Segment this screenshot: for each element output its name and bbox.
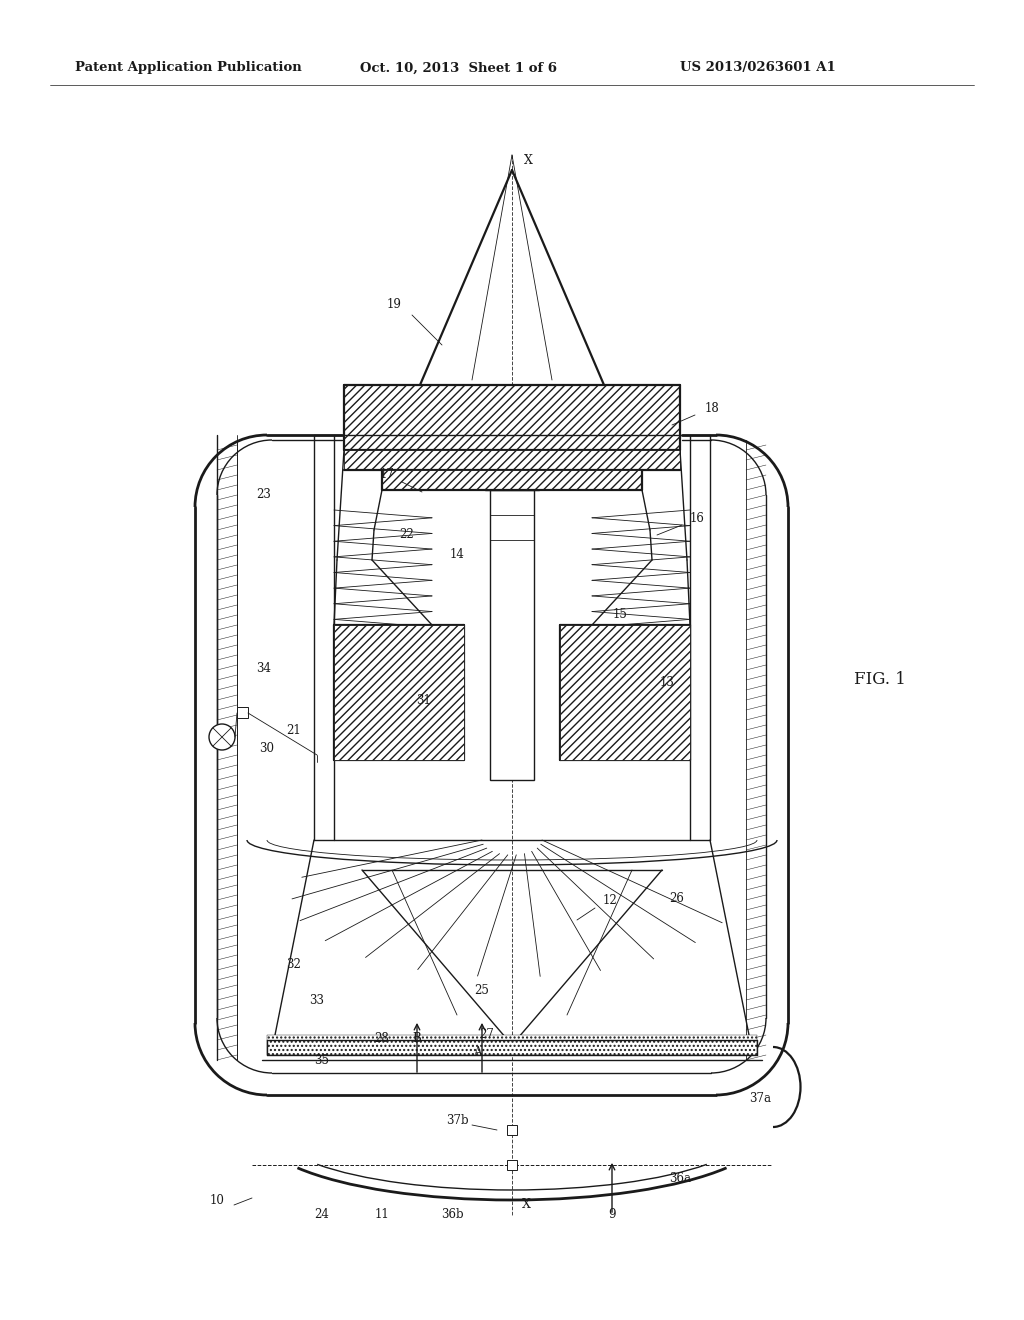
Text: US 2013/0263601 A1: US 2013/0263601 A1 [680, 62, 836, 74]
Text: Oct. 10, 2013  Sheet 1 of 6: Oct. 10, 2013 Sheet 1 of 6 [360, 62, 557, 74]
Text: 22: 22 [399, 528, 415, 541]
Text: 10: 10 [210, 1193, 224, 1206]
Text: 27: 27 [479, 1028, 495, 1041]
Text: 25: 25 [474, 983, 489, 997]
Text: 19: 19 [387, 298, 401, 312]
Bar [382, 470, 642, 490]
Text: 15: 15 [612, 609, 628, 622]
Text: 11: 11 [375, 1209, 389, 1221]
Bar [490, 490, 534, 780]
Text: X: X [523, 153, 532, 166]
Circle shape [209, 723, 234, 750]
Bar [507, 1125, 517, 1135]
Text: Patent Application Publication: Patent Application Publication [75, 62, 302, 74]
Text: 28: 28 [375, 1031, 389, 1044]
Text: 9: 9 [608, 1209, 615, 1221]
Text: 31: 31 [417, 693, 431, 706]
Bar [334, 624, 464, 760]
Text: 34: 34 [256, 661, 271, 675]
Bar [507, 1160, 517, 1170]
Text: 30: 30 [259, 742, 274, 755]
Text: 24: 24 [314, 1209, 330, 1221]
Text: 32: 32 [287, 958, 301, 972]
Text: FIG. 1: FIG. 1 [854, 672, 906, 689]
Text: 35: 35 [314, 1053, 330, 1067]
Text: 36a: 36a [669, 1172, 691, 1184]
Text: 21: 21 [287, 723, 301, 737]
Text: 26: 26 [670, 891, 684, 904]
Text: 37b: 37b [445, 1114, 468, 1126]
Text: 37a: 37a [749, 1092, 771, 1105]
Bar [237, 708, 248, 718]
Text: 17: 17 [380, 469, 394, 482]
Text: 14: 14 [450, 549, 465, 561]
Text: X: X [521, 1199, 530, 1212]
Text: A: A [473, 1045, 481, 1059]
Bar [344, 385, 680, 450]
Text: B: B [413, 1031, 421, 1044]
Text: 12: 12 [603, 894, 617, 907]
Bar [344, 450, 680, 470]
Text: 23: 23 [257, 488, 271, 502]
Bar [267, 1035, 757, 1055]
Text: 18: 18 [705, 401, 720, 414]
Text: 33: 33 [309, 994, 325, 1006]
Bar [560, 624, 690, 760]
Text: 36b: 36b [440, 1209, 463, 1221]
Text: 16: 16 [689, 511, 705, 524]
Text: 13: 13 [659, 676, 675, 689]
